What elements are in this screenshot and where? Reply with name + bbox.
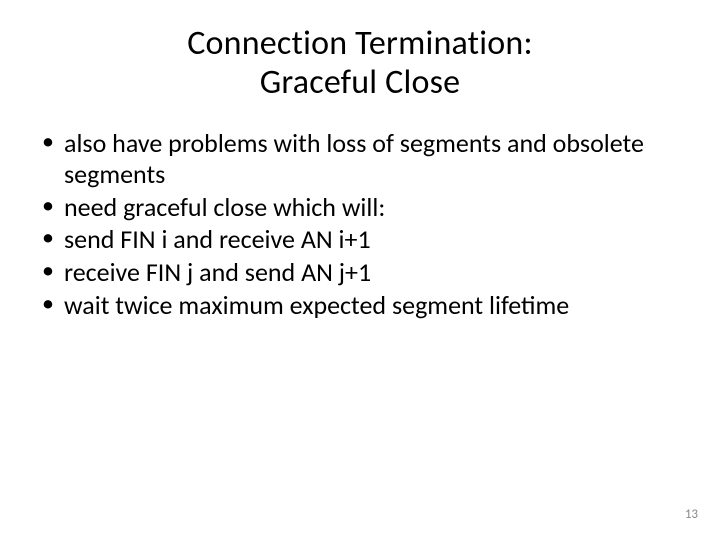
bullet-item: send FIN i and receive AN i+1: [60, 224, 682, 255]
title-line-2: Graceful Close: [260, 62, 461, 103]
bullet-item: also have problems with loss of segments…: [60, 128, 682, 189]
bullet-item: wait twice maximum expected segment life…: [60, 290, 682, 321]
bullet-list: also have problems with loss of segments…: [38, 128, 682, 320]
bullet-item: need graceful close which will:: [60, 192, 682, 223]
title-line-1: Connection Termination:: [187, 23, 533, 64]
bullet-item: receive FIN j and send AN j+1: [60, 257, 682, 288]
slide-title: Connection Termination: Graceful Close: [38, 24, 682, 102]
page-number: 13: [685, 507, 698, 522]
slide: Connection Termination: Graceful Close a…: [0, 0, 720, 540]
